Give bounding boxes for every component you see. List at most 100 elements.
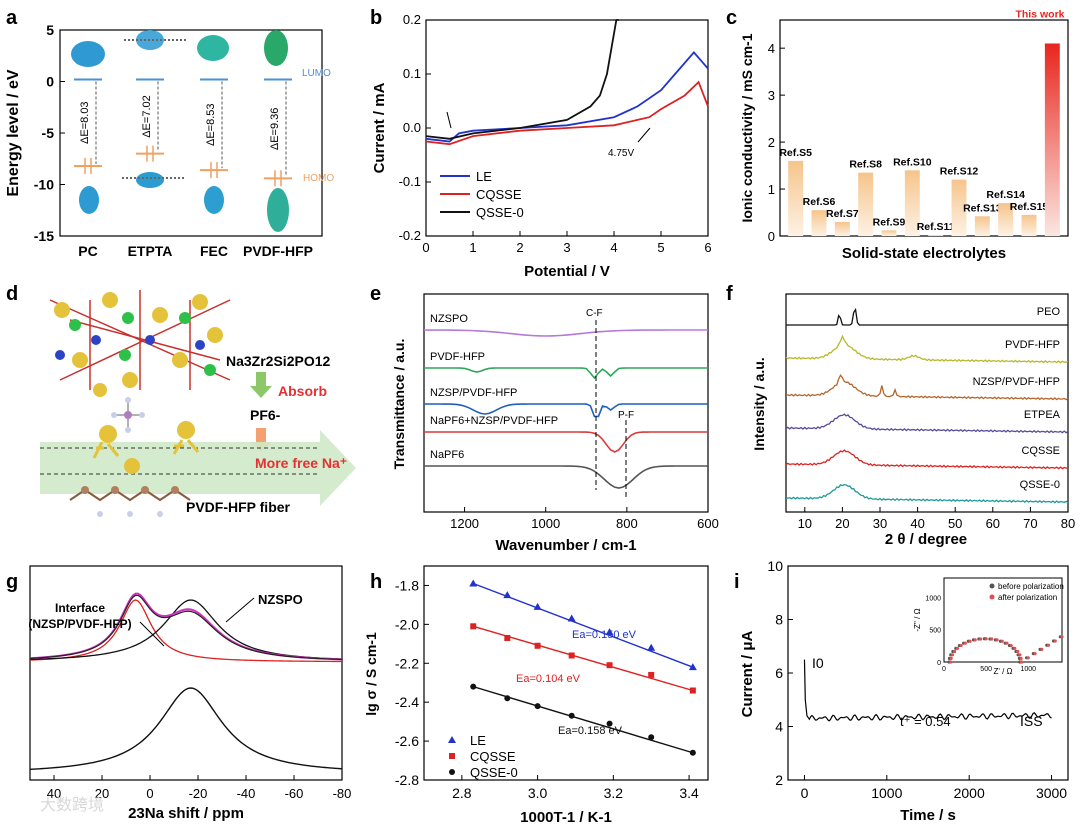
homo-orbital-fec — [204, 186, 224, 214]
inset-point-after — [968, 639, 972, 643]
x-tick-label-g: -80 — [333, 786, 352, 801]
spectrum-line-e — [424, 367, 708, 380]
interface-sub-label: (NZSP/PVDF-HFP) — [28, 617, 131, 631]
y-tick-label-h: -2.6 — [395, 733, 419, 749]
iss-label: ISS — [1020, 713, 1043, 729]
inset-y-tick: 1000 — [925, 595, 941, 602]
x-tick-label-i: 2000 — [954, 785, 985, 801]
x-tick-label-i: 3000 — [1036, 785, 1067, 801]
inset-point-after — [1060, 635, 1064, 639]
point-le — [605, 628, 614, 636]
spectrum-label-e: NaPF6 — [430, 449, 464, 461]
energy-levels-a: ΔE=8.03 ΔE=7.02 ΔE=8.53 ΔE=9.36 — [74, 78, 292, 187]
bar-label-c: Ref.S10 — [893, 156, 932, 168]
xrd-label-f: NZSP/PVDF-HFP — [973, 376, 1060, 388]
bar-this-work — [1044, 43, 1060, 237]
inset-point-after — [1053, 639, 1057, 643]
panel-i: i 0 1000 2000 3000 10 8 6 4 2 Time / s Current /… — [734, 558, 1069, 824]
bar-label-c: Ref.S5 — [779, 147, 812, 159]
x-tick-label-g: -20 — [189, 786, 208, 801]
x-axis-label-b: Potential / V — [524, 263, 610, 280]
x-tick-label-g: 20 — [95, 786, 109, 801]
bar-ref-s14 — [998, 203, 1014, 236]
nzspo-label: NZSPO — [258, 592, 303, 607]
y-axis-label-h: lg σ / S cm-1 — [363, 632, 379, 716]
inset-point-after — [1033, 652, 1037, 656]
bar-ref-s13 — [974, 216, 990, 236]
current-curve-i — [803, 659, 1052, 722]
interface-component — [29, 599, 343, 663]
y-tick-label-b: -0.1 — [399, 174, 421, 189]
y-tick-label-b: 0.1 — [403, 66, 421, 81]
xrd-label-f: ETPEA — [1024, 409, 1061, 421]
fiber-label: PVDF-HFP fiber — [186, 499, 291, 515]
inset-point-after — [953, 649, 957, 654]
panel-b: b 0 1 2 3 4 5 6 0.2 0.1 0.0 -0.1 -0.2 Potential / V… — [370, 7, 712, 280]
ea-label-h: Ea=0.150 eV — [572, 629, 637, 641]
free-na-label: More free Na⁺ — [255, 455, 347, 471]
panel-f: f 10 20 30 40 50 60 70 80 PEO PVDF-HFP NZSP/PVDF-… — [726, 283, 1075, 548]
x-tick-label-h: 2.8 — [452, 785, 472, 801]
inset-point-after — [1019, 656, 1023, 660]
y-tick-label-h: -2.0 — [395, 616, 419, 632]
x-tick-label-b: 0 — [422, 240, 429, 255]
x-axis-label-i: Time / s — [900, 807, 956, 824]
lumo-label: LUMO — [302, 68, 331, 79]
pf-marker: P-F — [618, 410, 634, 421]
inset-xlabel: Z' / Ω — [993, 667, 1012, 676]
panel-label-b: b — [370, 7, 382, 29]
x-tick-label-h: 3.2 — [604, 785, 624, 801]
xrd-label-f: PVDF-HFP — [1005, 339, 1060, 351]
x-tick-label-f: 50 — [948, 516, 962, 531]
inset-point-after — [984, 637, 988, 641]
ticks-b: 0 1 2 3 4 5 6 0.2 0.1 0.0 -0.1 -0.2 — [399, 12, 712, 255]
annotation-4-75v: 4.75V — [608, 148, 634, 159]
ticks-g: 40 20 0 -20 -40 -60 -80 — [47, 775, 352, 801]
y-tick-label-i: 6 — [775, 665, 783, 681]
gap-label: ΔE=7.02 — [141, 95, 153, 138]
y-tick-label-h: -2.8 — [395, 772, 419, 788]
nzsp-formula: Na3Zr2Si2PO12 — [226, 353, 330, 369]
y-ticks-a: 5 0 -5 -10 -15 — [34, 22, 65, 244]
point-cqsse — [648, 671, 655, 678]
inset-point-after — [949, 656, 953, 660]
point-qsse — [689, 749, 696, 756]
homo-label: HOMO — [303, 173, 334, 184]
point-le — [533, 602, 542, 610]
panel-label-d: d — [6, 283, 18, 305]
ea-label-h: Ea=0.104 eV — [516, 673, 581, 685]
x-axis-label-e: Wavenumber / cm-1 — [495, 537, 636, 554]
category-label-a: ETPTA — [128, 243, 173, 259]
inset-x-tick: 0 — [942, 666, 946, 673]
y-axis-label-c: Ionic conductivity / mS cm-1 — [739, 33, 755, 222]
legend-marker-h — [449, 753, 455, 759]
inset-point-after — [990, 637, 994, 641]
legend-label-b: CQSSE — [476, 187, 522, 202]
interface-label: Interface — [55, 601, 105, 615]
homo-orbital-etpta — [136, 172, 164, 188]
xrd-label-f: PEO — [1037, 306, 1061, 318]
series-line-le — [425, 51, 709, 143]
x-tick-label-b: 3 — [563, 240, 570, 255]
x-tick-label-h: 3.0 — [528, 785, 548, 801]
y-tick-label-h: -1.8 — [395, 577, 419, 593]
axes-frame-c — [779, 19, 1069, 237]
gap-label: ΔE=9.36 — [269, 108, 281, 151]
y-tick-label-a: -10 — [34, 177, 54, 193]
inset-x-tick: 500 — [980, 666, 992, 673]
ea-label-h: Ea=0.158 eV — [558, 725, 623, 737]
x-tick-label-g: -40 — [237, 786, 256, 801]
x-tick-label-f: 10 — [798, 516, 812, 531]
legend-label-b: LE — [476, 169, 492, 184]
xrd-line-f — [785, 374, 1069, 401]
inset-point-after — [950, 653, 955, 657]
y-axis-label-a: Energy level / eV — [5, 69, 22, 197]
point-cqsse — [568, 652, 575, 659]
category-label-a: PC — [78, 243, 97, 259]
spectrum-label-e: NaPF6+NZSP/PVDF-HFP — [430, 415, 558, 427]
y-tick-label-i: 4 — [775, 719, 783, 735]
inset-point-after — [949, 660, 953, 664]
spectrum-label-e: NZSP/PVDF-HFP — [430, 387, 517, 399]
